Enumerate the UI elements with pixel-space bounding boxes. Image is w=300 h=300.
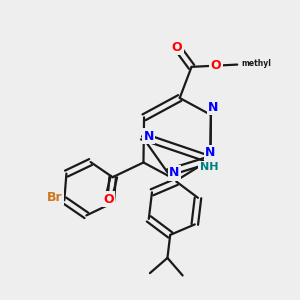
Text: N: N: [208, 101, 218, 114]
Text: O: O: [103, 193, 114, 206]
Text: NH: NH: [200, 162, 218, 172]
Text: N: N: [143, 130, 154, 143]
Text: Br: Br: [46, 191, 62, 204]
Text: N: N: [205, 146, 215, 160]
Text: O: O: [211, 59, 221, 72]
Text: N: N: [169, 166, 179, 179]
Text: methyl: methyl: [242, 59, 272, 68]
Text: O: O: [172, 41, 182, 54]
